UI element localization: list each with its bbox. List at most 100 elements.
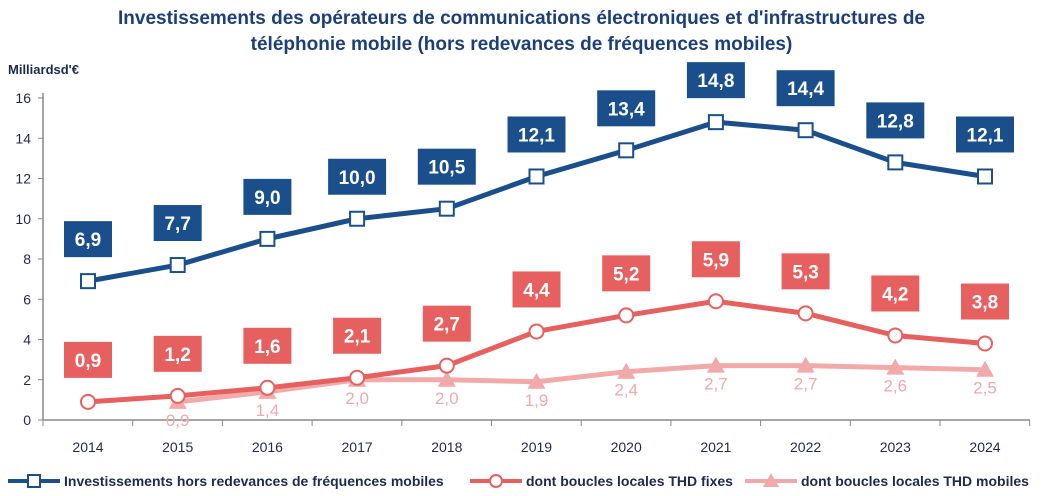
data-label-box bbox=[153, 205, 202, 242]
data-label-box bbox=[602, 255, 651, 292]
data-label: 4,4 bbox=[523, 280, 550, 301]
data-point-square bbox=[887, 154, 904, 171]
data-point-square bbox=[977, 168, 993, 185]
data-label: 2,5 bbox=[973, 379, 997, 398]
data-label: 3,8 bbox=[972, 293, 998, 314]
data-point-circle bbox=[528, 323, 545, 340]
data-label: 2,6 bbox=[883, 377, 907, 396]
data-label: 5,3 bbox=[792, 262, 818, 283]
x-tick-label: 2022 bbox=[790, 439, 821, 455]
data-label-box bbox=[781, 253, 830, 290]
data-label-box bbox=[422, 305, 471, 342]
data-label-box bbox=[686, 62, 745, 99]
data-label: 13,4 bbox=[608, 99, 645, 120]
data-point-square bbox=[618, 142, 635, 159]
data-point-square bbox=[80, 273, 96, 290]
data-point-circle bbox=[80, 393, 96, 410]
data-point-triangle bbox=[437, 370, 456, 387]
data-point-square bbox=[528, 168, 545, 185]
data-label: 2,7 bbox=[794, 375, 818, 394]
legend-entry: dont boucles locales THD fixes bbox=[526, 473, 733, 489]
x-tick-label: 2021 bbox=[700, 439, 731, 455]
data-label-box bbox=[243, 327, 292, 364]
data-label: 1,2 bbox=[164, 345, 190, 366]
data-label: 2,1 bbox=[344, 327, 371, 348]
x-tick-label: 2016 bbox=[252, 439, 283, 455]
data-label-box bbox=[328, 158, 387, 195]
data-label-box bbox=[866, 102, 925, 139]
data-point-triangle bbox=[976, 360, 994, 377]
x-tick-label: 2018 bbox=[431, 439, 462, 455]
legend-entry: Investissements hors redevances de fréqu… bbox=[64, 473, 444, 489]
y-tick-label: 2 bbox=[23, 372, 31, 388]
data-label-box bbox=[776, 70, 835, 107]
legend-square-icon bbox=[27, 474, 41, 488]
x-tick-label: 2014 bbox=[72, 439, 103, 455]
data-label: 4,2 bbox=[882, 284, 908, 305]
x-tick-label: 2019 bbox=[521, 439, 552, 455]
y-tick-label: 14 bbox=[15, 130, 31, 146]
data-label: 1,4 bbox=[256, 401, 280, 420]
data-point-circle bbox=[707, 293, 724, 310]
data-label: 12,1 bbox=[518, 125, 555, 146]
data-label: 14,8 bbox=[697, 71, 734, 92]
y-tick-label: 10 bbox=[15, 211, 31, 227]
data-label: 5,9 bbox=[703, 250, 729, 271]
x-tick-label: 2015 bbox=[162, 439, 193, 455]
data-point-triangle bbox=[706, 356, 725, 373]
data-label-box bbox=[417, 148, 476, 185]
data-label: 2,7 bbox=[704, 375, 728, 394]
legend-entry: dont boucles locales THD mobiles bbox=[801, 473, 1029, 489]
data-label-box bbox=[597, 90, 656, 127]
data-label: 1,6 bbox=[254, 337, 280, 358]
data-label: 6,9 bbox=[75, 230, 101, 251]
data-point-square bbox=[797, 122, 814, 139]
x-tick-label: 2020 bbox=[611, 439, 642, 455]
data-label-box bbox=[512, 271, 561, 308]
data-label-box bbox=[153, 335, 202, 372]
data-label: 5,2 bbox=[613, 264, 639, 285]
data-point-circle bbox=[618, 307, 635, 324]
data-point-circle bbox=[349, 369, 366, 386]
data-point-circle bbox=[169, 387, 186, 404]
data-point-circle bbox=[977, 335, 993, 352]
x-tick-label: 2024 bbox=[969, 439, 1000, 455]
data-point-square bbox=[259, 230, 276, 247]
y-tick-label: 4 bbox=[23, 332, 31, 348]
chart-title: Investissements des opérateurs de commun… bbox=[0, 6, 1043, 58]
y-tick-label: 16 bbox=[15, 90, 31, 106]
data-point-triangle bbox=[886, 358, 905, 375]
x-tick-label: 2017 bbox=[342, 439, 373, 455]
legend-circle-icon bbox=[489, 474, 503, 488]
data-point-square bbox=[707, 114, 724, 131]
data-label: 0,9 bbox=[166, 411, 190, 430]
data-label: 14,4 bbox=[787, 79, 824, 100]
data-label-box bbox=[64, 221, 112, 258]
data-point-circle bbox=[259, 379, 276, 396]
data-label: 9,0 bbox=[254, 188, 280, 209]
x-tick-label: 2023 bbox=[880, 439, 911, 455]
y-tick-label: 0 bbox=[23, 412, 31, 428]
data-label-box bbox=[243, 178, 292, 215]
data-label: 2,7 bbox=[434, 315, 460, 336]
data-label: 10,0 bbox=[339, 168, 376, 189]
data-label: 0,9 bbox=[75, 351, 101, 372]
data-label: 2,0 bbox=[345, 389, 369, 408]
data-point-circle bbox=[797, 305, 814, 322]
y-axis-label: Milliardsd'€ bbox=[8, 62, 79, 77]
y-tick-label: 8 bbox=[23, 251, 31, 267]
data-point-triangle bbox=[796, 356, 815, 373]
data-point-triangle bbox=[527, 372, 546, 389]
data-label-box bbox=[691, 241, 740, 278]
data-label: 1,9 bbox=[525, 391, 549, 410]
title-line-1: Investissements des opérateurs de commun… bbox=[118, 8, 925, 29]
data-label-box bbox=[871, 275, 920, 312]
data-label: 2,4 bbox=[614, 381, 638, 400]
data-point-circle bbox=[438, 357, 455, 374]
y-tick-label: 12 bbox=[15, 171, 31, 187]
data-label-box bbox=[961, 283, 1009, 320]
data-label: 10,5 bbox=[428, 158, 465, 179]
data-label: 7,7 bbox=[164, 214, 190, 235]
data-label-box bbox=[64, 341, 112, 378]
